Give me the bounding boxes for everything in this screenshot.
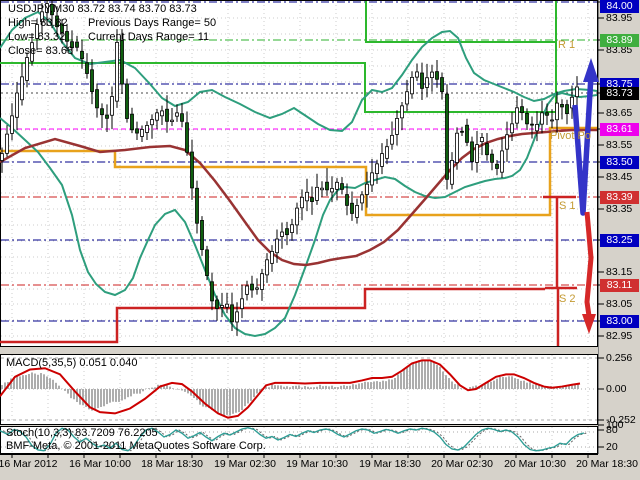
axis-tick-label: 83.95	[606, 12, 633, 24]
bollinger-upper-band	[0, 10, 598, 133]
price-badge-83.11: 83.11	[600, 278, 639, 292]
axis-tick-label: 83.55	[606, 139, 633, 151]
resistance-green-step-line	[0, 1, 557, 113]
price-badge-83.00: 83.00	[600, 314, 639, 328]
axis-tick-label: 83.15	[606, 266, 633, 278]
time-label: 19 Mar 10:30	[286, 458, 348, 470]
axis-tick-label: 0.256	[606, 352, 633, 364]
day-low-label: Low= 83.32	[8, 31, 66, 43]
axis-tick-label: 83.85	[606, 44, 633, 56]
annotation-s-2: S 2	[559, 293, 576, 305]
price-badge-83.50: 83.50	[600, 155, 639, 169]
price-badge-83.89: 83.89	[600, 33, 639, 47]
axis-tick-label: 83.35	[606, 203, 633, 215]
annotation-pivot-po: Pivot Po	[550, 130, 591, 142]
stoch-indicator-label: Stoch(10,3,3) 83.7209 76.2205	[6, 427, 158, 439]
annotation-r-1: R 1	[558, 39, 575, 51]
price-badge-83.61: 83.61	[600, 122, 639, 136]
sell-arrow	[582, 211, 596, 334]
day-high-label: High= 83.82	[8, 17, 68, 29]
buy-arrow	[572, 58, 599, 216]
price-badge-83.39: 83.39	[600, 190, 639, 204]
time-label: 18 Mar 18:30	[141, 458, 203, 470]
time-label: 19 Mar 02:30	[214, 458, 276, 470]
axis-tick-label: -0.252	[606, 414, 636, 426]
quote-header: USDJPY,M30 83.72 83.74 83.70 83.73	[8, 3, 197, 15]
axis-tick-label: 80	[606, 424, 618, 436]
axis-tick-label: 0.00	[606, 383, 627, 395]
axis-tick-label: 83.05	[606, 298, 633, 310]
time-label: 19 Mar 18:30	[359, 458, 421, 470]
time-label: 16 Mar 2012	[0, 458, 58, 470]
annotation-s-1: S 1	[559, 200, 576, 212]
resistance-green-2-step-line	[365, 1, 555, 43]
axis-tick-label: 83.45	[606, 171, 633, 183]
time-label: 20 Mar 18:30	[576, 458, 638, 470]
copyright-text: BMF-Meta, © 2001-2011 MetaQuotes Softwar…	[6, 440, 266, 452]
axis-tick-label: 83.65	[606, 107, 633, 119]
level-lines	[1, 1, 597, 322]
macd-signal-line	[0, 359, 581, 419]
prev-range-label: Previous Days Range= 50	[88, 17, 217, 29]
price-badge-83.25: 83.25	[600, 233, 639, 247]
axis-tick-label: 82.95	[606, 330, 633, 342]
time-label: 20 Mar 10:30	[504, 458, 566, 470]
moving-average-line	[0, 128, 597, 267]
macd-histogram	[1, 359, 579, 416]
price-badge-83.73: 83.73	[600, 86, 639, 100]
axis-tick-label: 20	[606, 441, 618, 453]
bollinger-lower-band	[0, 91, 598, 338]
day-close-label: Close= 83.68	[8, 45, 74, 57]
price-badge-84.00: 84.00	[600, 0, 639, 13]
sr-annotations: R 1 S 1 S 2 Pivot Po	[550, 39, 591, 305]
macd-indicator-label: MACD(5,35,5) 0.051 0.040	[6, 357, 138, 369]
stoch-main-line	[0, 427, 585, 452]
curr-range-label: Current Days Range= 11	[88, 31, 210, 43]
axis-tick-label: 100	[606, 419, 624, 431]
time-label: 16 Mar 10:00	[69, 458, 131, 470]
time-label: 20 Mar 02:30	[431, 458, 493, 470]
stoch-signal-line	[2, 427, 588, 452]
candlesticks	[0, 1, 579, 336]
